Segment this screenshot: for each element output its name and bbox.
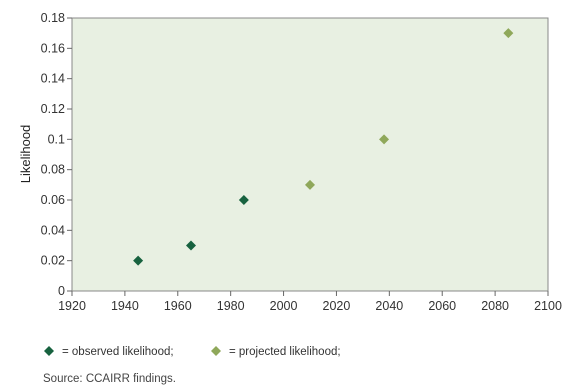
y-axis-title: Likelihood [18,125,33,184]
x-tick-label: 2080 [481,299,509,313]
y-tick-label: 0.04 [41,223,65,237]
projected-point [305,179,315,190]
x-axis: 1920 1940 1960 1980 2000 2020 2040 2060 2080 2100 [58,291,562,313]
projected-point [503,28,514,39]
source-note: Source: CCAIRR findings. [43,373,176,385]
y-tick-label: 0.02 [41,254,65,268]
x-tick-label: 1960 [164,299,192,313]
observed-point [186,240,196,251]
x-tick-label: 1920 [58,299,86,313]
x-tick-label: 2000 [270,299,298,313]
legend-observed-label: = observed likelihood; [62,346,174,358]
legend-observed-marker [44,346,54,356]
y-tick-label: 0.18 [41,11,65,25]
y-tick-label: 0.12 [41,102,65,116]
legend: = observed likelihood; = projected likel… [44,346,341,358]
plot-area [71,17,549,292]
y-tick-label: 0.16 [41,41,65,55]
x-tick-label: 2020 [323,299,351,313]
projected-point [379,134,390,145]
x-tick-label: 1980 [217,299,245,313]
y-tick-label: 0 [58,284,65,298]
observed-point [238,195,249,205]
y-tick-label: 0.1 [48,132,65,146]
x-tick-label: 2100 [534,299,562,313]
legend-projected-marker [211,346,221,356]
y-axis: 0 0.02 0.04 0.06 0.08 0.1 0.12 0.14 0.16 0.18 [41,11,72,298]
x-tick-label: 2040 [375,299,403,313]
x-tick-label: 2060 [428,299,456,313]
y-tick-label: 0.06 [41,193,65,207]
x-tick-label: 1940 [111,299,139,313]
y-tick-label: 0.14 [41,72,65,86]
y-tick-label: 0.08 [41,163,65,177]
data-points [133,28,514,266]
observed-point [133,255,144,266]
legend-projected-label: = projected likelihood; [229,346,341,358]
